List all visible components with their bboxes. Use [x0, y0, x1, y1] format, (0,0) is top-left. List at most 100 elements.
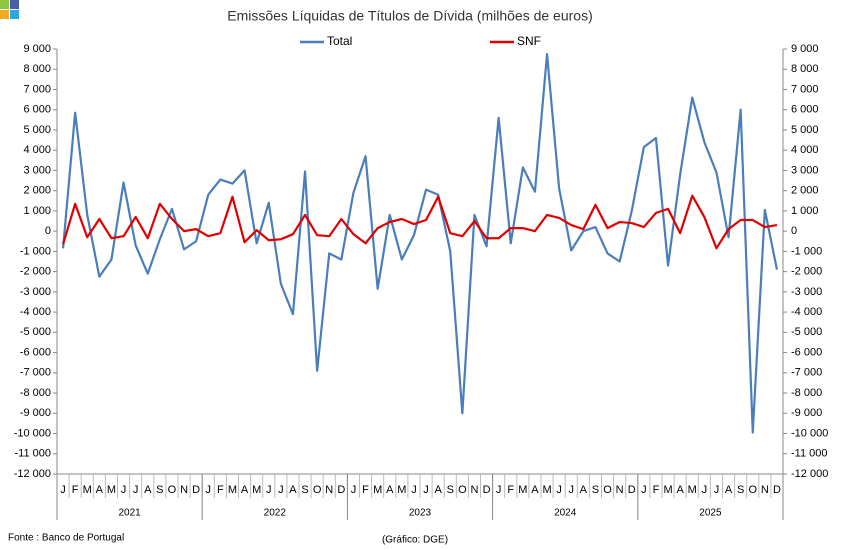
x-tick-label: J: [121, 484, 127, 496]
y-tick-label: -4 000: [20, 306, 51, 318]
y2-tick-label: -12 000: [791, 468, 828, 480]
y-tick-label: -7 000: [20, 367, 51, 379]
x-tick-label: F: [217, 484, 224, 496]
x-tick-label: D: [483, 484, 491, 496]
x-tick-label: D: [192, 484, 200, 496]
y2-tick-label: -7 000: [791, 367, 822, 379]
x-tick-label: M: [663, 484, 672, 496]
x-tick-label: S: [156, 484, 163, 496]
x-tick-label: F: [507, 484, 514, 496]
x-tick-label: J: [411, 484, 417, 496]
x-tick-label: A: [531, 484, 539, 496]
x-tick-label: N: [180, 484, 188, 496]
y-tick-label: -2 000: [20, 266, 51, 278]
series-line: [61, 52, 779, 434]
source: Fonte : Banco de Portugal: [8, 533, 124, 544]
x-tick-label: A: [241, 484, 249, 496]
x-tick-label: S: [447, 484, 454, 496]
y2-tick-label: 5 000: [791, 124, 819, 136]
y2-tick-label: -1 000: [791, 245, 822, 257]
x-tick-label: A: [386, 484, 394, 496]
x-tick-label: M: [397, 484, 406, 496]
y-tick-label: -11 000: [15, 448, 52, 460]
x-tick-label: O: [168, 484, 177, 496]
x-tick-label: D: [773, 484, 781, 496]
logo: [0, 10, 9, 19]
x-tick-label: J: [351, 484, 357, 496]
x-tick-label: A: [144, 484, 152, 496]
y-tick-label: -3 000: [20, 286, 51, 298]
y2-tick-label: -4 000: [791, 306, 822, 318]
y2-tick-label: -10 000: [791, 427, 828, 439]
x-tick-label: O: [748, 484, 757, 496]
x-tick-label: S: [737, 484, 744, 496]
year-label: 2025: [699, 508, 722, 519]
y-tick-label: 5 000: [23, 124, 51, 136]
x-tick-label: D: [337, 484, 345, 496]
x-tick-label: S: [301, 484, 308, 496]
x-tick-label: M: [688, 484, 697, 496]
x-tick-label: M: [518, 484, 527, 496]
x-tick-label: J: [714, 484, 720, 496]
x-tick-label: J: [266, 484, 272, 496]
x-tick-label: J: [423, 484, 429, 496]
y2-tick-label: 8 000: [791, 63, 819, 75]
x-tick-label: J: [641, 484, 647, 496]
x-tick-label: M: [228, 484, 237, 496]
credit: (Gráfico: DGE): [382, 535, 448, 546]
x-tick-label: J: [206, 484, 212, 496]
x-tick-label: N: [616, 484, 624, 496]
y-tick-label: -12 000: [14, 468, 51, 480]
y-tick-label: 2 000: [23, 185, 51, 197]
y-tick-label: 6 000: [23, 104, 51, 116]
x-tick-label: J: [702, 484, 708, 496]
y2-tick-label: 9 000: [791, 43, 819, 55]
x-tick-label: J: [496, 484, 502, 496]
y2-tick-label: 2 000: [791, 185, 819, 197]
x-tick-label: J: [278, 484, 284, 496]
chart-title: Emissões Líquidas de Títulos de Dívida (…: [227, 8, 592, 24]
year-label: 2021: [118, 508, 141, 519]
y2-tick-label: -5 000: [791, 326, 822, 338]
x-tick-label: J: [556, 484, 562, 496]
y2-tick-label: 4 000: [791, 144, 819, 156]
y2-tick-label: 1 000: [791, 205, 819, 217]
x-tick-label: J: [60, 484, 66, 496]
y2-tick-label: -3 000: [791, 286, 822, 298]
y-tick-label: 9 000: [23, 43, 51, 55]
y-tick-label: 0: [45, 225, 51, 237]
logo: [10, 10, 19, 19]
x-tick-label: M: [252, 484, 261, 496]
x-tick-label: O: [603, 484, 612, 496]
y2-tick-label: -8 000: [791, 387, 822, 399]
y-tick-label: -5 000: [20, 326, 51, 338]
year-label: 2022: [264, 508, 287, 519]
x-tick-label: N: [761, 484, 769, 496]
x-tick-label: O: [458, 484, 467, 496]
x-tick-label: N: [470, 484, 478, 496]
x-tick-label: J: [569, 484, 575, 496]
x-tick-label: F: [362, 484, 369, 496]
x-tick-label: A: [96, 484, 104, 496]
x-tick-label: A: [580, 484, 588, 496]
legend-label: SNF: [517, 34, 541, 48]
x-tick-label: M: [107, 484, 116, 496]
y2-tick-label: 0: [791, 225, 797, 237]
logo: [0, 0, 9, 9]
y-tick-label: -8 000: [20, 387, 51, 399]
x-tick-label: M: [542, 484, 551, 496]
y-tick-label: -9 000: [20, 407, 51, 419]
y2-tick-label: 7 000: [791, 83, 819, 95]
x-tick-label: O: [313, 484, 322, 496]
y-tick-label: 4 000: [23, 144, 51, 156]
series-line: [61, 194, 778, 250]
y-tick-label: 8 000: [23, 63, 51, 75]
x-tick-label: F: [653, 484, 660, 496]
y2-tick-label: -6 000: [791, 346, 822, 358]
year-label: 2023: [409, 508, 432, 519]
x-tick-label: M: [83, 484, 92, 496]
logo: [10, 0, 19, 9]
x-tick-label: N: [325, 484, 333, 496]
x-tick-label: S: [592, 484, 599, 496]
x-tick-label: M: [373, 484, 382, 496]
